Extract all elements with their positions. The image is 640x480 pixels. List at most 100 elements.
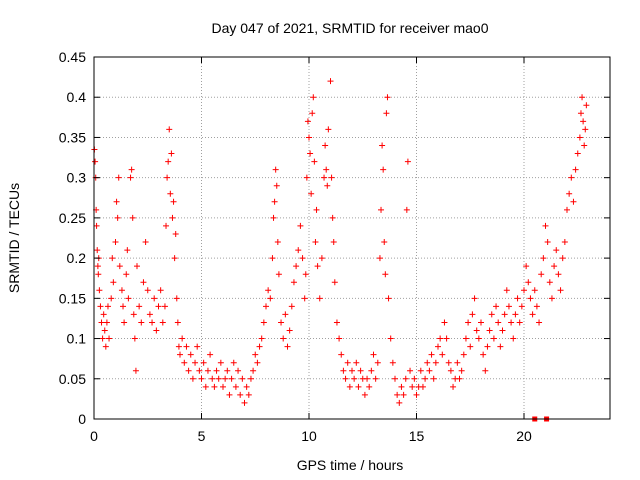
x-tick-label: 5 xyxy=(198,428,206,444)
data-point xyxy=(372,375,379,382)
data-point xyxy=(308,190,315,197)
data-point xyxy=(374,359,381,366)
data-point xyxy=(115,174,122,181)
data-point xyxy=(435,343,441,350)
data-point xyxy=(104,303,111,310)
data-point xyxy=(113,198,120,205)
data-point xyxy=(237,391,244,398)
data-point xyxy=(324,182,331,189)
data-point xyxy=(439,351,446,358)
data-point xyxy=(330,239,337,246)
data-point xyxy=(553,247,560,254)
data-point xyxy=(576,134,583,141)
data-point xyxy=(202,383,209,390)
data-point xyxy=(424,359,431,366)
data-point xyxy=(527,295,534,302)
data-point xyxy=(99,335,106,342)
data-point xyxy=(94,247,101,254)
data-point xyxy=(124,247,131,254)
y-tick-label: 0.05 xyxy=(59,371,86,387)
data-point xyxy=(302,271,309,278)
data-point xyxy=(228,375,235,382)
data-point xyxy=(555,271,562,278)
data-point xyxy=(328,174,335,181)
y-tick-label: 0.3 xyxy=(67,170,87,186)
data-point xyxy=(222,375,229,382)
data-point xyxy=(161,303,168,310)
data-point xyxy=(286,327,293,334)
grid xyxy=(94,57,610,419)
data-point xyxy=(304,118,311,125)
data-point xyxy=(384,94,391,101)
data-point xyxy=(582,126,589,133)
data-point xyxy=(398,383,405,390)
data-point xyxy=(309,110,316,117)
data-point xyxy=(140,279,147,286)
data-point xyxy=(403,206,410,213)
data-point xyxy=(100,311,107,318)
data-point xyxy=(155,303,162,310)
data-point xyxy=(250,367,257,374)
data-point xyxy=(129,214,136,221)
data-point xyxy=(312,239,319,246)
data-point xyxy=(378,206,385,213)
data-point xyxy=(146,311,153,318)
data-point xyxy=(118,287,125,294)
data-point xyxy=(368,367,375,374)
data-point xyxy=(310,94,317,101)
data-point xyxy=(478,319,484,326)
data-point xyxy=(168,150,175,157)
data-point xyxy=(207,351,214,358)
data-point xyxy=(389,359,396,366)
data-point xyxy=(467,343,474,350)
data-point xyxy=(213,367,220,374)
data-point xyxy=(561,239,568,246)
data-point xyxy=(301,295,308,302)
data-point xyxy=(211,383,218,390)
y-tick-label: 0.25 xyxy=(59,210,86,226)
data-point xyxy=(536,319,543,326)
data-point xyxy=(127,174,134,181)
data-point xyxy=(175,343,182,350)
data-point xyxy=(580,118,587,125)
data-point xyxy=(138,319,145,326)
data-point xyxy=(98,319,105,326)
data-point xyxy=(284,343,291,350)
data-point xyxy=(370,351,377,358)
data-point xyxy=(164,174,171,181)
chart-title: Day 047 of 2021, SRMTID for receiver mao… xyxy=(211,20,488,36)
data-point xyxy=(458,367,465,374)
data-point xyxy=(349,367,355,374)
data-point xyxy=(299,255,306,262)
data-point xyxy=(316,295,323,302)
data-point xyxy=(260,319,267,326)
data-point xyxy=(101,327,108,334)
data-point xyxy=(482,367,489,374)
y-axis-label: SRMTID / TECUs xyxy=(6,183,22,293)
data-point xyxy=(171,255,178,262)
data-point xyxy=(128,166,135,173)
data-point xyxy=(428,351,435,358)
data-point xyxy=(572,166,579,173)
data-point xyxy=(314,263,321,270)
data-point xyxy=(514,295,521,302)
data-point xyxy=(243,383,250,390)
data-point xyxy=(159,319,166,326)
data-point xyxy=(583,102,590,109)
data-point xyxy=(351,375,358,382)
data-point xyxy=(344,359,351,366)
data-point xyxy=(232,383,239,390)
data-point xyxy=(484,343,491,350)
data-point xyxy=(417,367,424,374)
data-point xyxy=(318,255,325,262)
data-point xyxy=(450,383,457,390)
y-tick-label: 0.4 xyxy=(67,89,87,105)
data-point xyxy=(290,279,297,286)
data-point xyxy=(331,279,338,286)
data-point xyxy=(177,351,183,358)
data-point xyxy=(495,319,502,326)
y-tick-label: 0.1 xyxy=(67,331,87,347)
data-point xyxy=(173,295,180,302)
